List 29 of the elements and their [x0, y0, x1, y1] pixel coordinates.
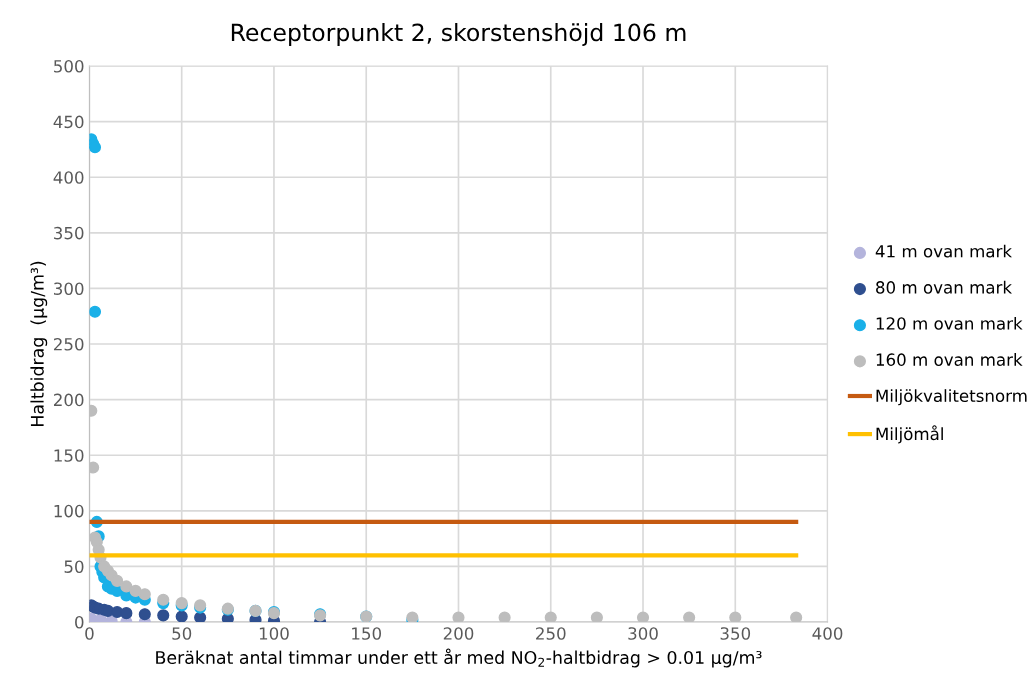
- y-tick-label: 50: [64, 560, 84, 573]
- x-tick-label: 350: [720, 627, 751, 640]
- x-tick-label: 0: [85, 627, 94, 640]
- x-tick-label: 400: [812, 627, 843, 640]
- y-axis-title: Haltbidrag (µg/m³): [30, 261, 48, 426]
- y-tick-label: 350: [54, 226, 84, 240]
- legend-label: 80 m ovan mark: [876, 280, 1012, 294]
- legend-label: 41 m ovan mark: [875, 244, 1012, 258]
- y-tick-label: 250: [53, 337, 84, 351]
- y-tick-label: 100: [54, 504, 84, 518]
- y-tick-label: 400: [53, 171, 84, 184]
- y-tick-label: 300: [54, 282, 84, 295]
- y-tick-label: 150: [54, 449, 84, 462]
- y-tick-label: 500: [54, 59, 84, 73]
- x-tick-label: 200: [443, 627, 474, 640]
- y-tick-label: 200: [53, 393, 84, 407]
- legend-label: 160 m ovan mark: [876, 353, 1023, 366]
- legend-label: 120 m ovan mark: [876, 316, 1023, 330]
- chart-title: Receptorpunkt 2, skorstenshöjd 106 m: [231, 23, 686, 46]
- legend-label: Miljömål: [876, 425, 943, 444]
- x-tick-label: 100: [259, 627, 289, 640]
- x-tick-label: 150: [352, 627, 382, 640]
- x-axis-title: Beräknat antal timmar under ett år med NO$_{2}$-haltbidrag > 0.01 µg/m³: [156, 648, 762, 668]
- y-tick-label: 450: [53, 115, 84, 129]
- y-tick-label: 0: [75, 615, 84, 629]
- x-tick-label: 300: [628, 627, 658, 640]
- legend-label: Miljökvalitetsnorm: [876, 389, 1027, 406]
- x-tick-label: 50: [172, 627, 192, 640]
- x-tick-label: 250: [536, 627, 566, 640]
